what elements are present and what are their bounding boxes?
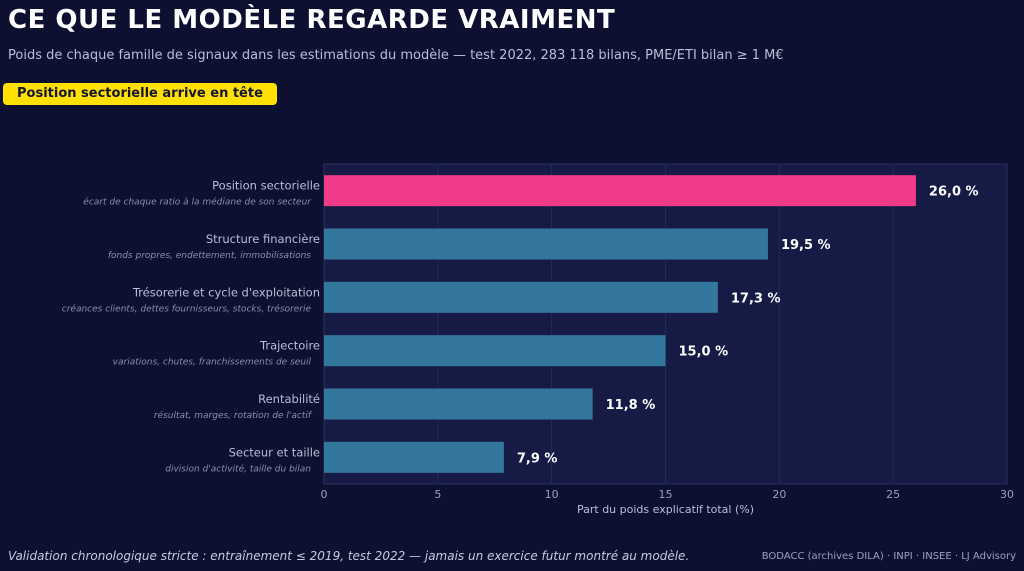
chart-title: CE QUE LE MODÈLE REGARDE VRAIMENT bbox=[8, 5, 616, 35]
data-label: 26,0 % bbox=[929, 185, 979, 200]
bar bbox=[324, 175, 916, 207]
category-label: Secteur et taille bbox=[229, 445, 320, 459]
x-tick-label: 0 bbox=[321, 488, 328, 501]
bar bbox=[324, 388, 593, 420]
category-description: écart de chaque ratio à la médiane de so… bbox=[83, 197, 312, 208]
category-label: Trésorerie et cycle d'exploitation bbox=[132, 285, 320, 299]
methodology-note: Validation chronologique stricte : entra… bbox=[8, 549, 690, 563]
category-description: résultat, marges, rotation de l'actif bbox=[154, 410, 313, 421]
bar bbox=[324, 228, 768, 260]
data-label: 11,8 % bbox=[606, 398, 656, 413]
category-label: Trajectoire bbox=[259, 339, 320, 353]
data-label: 7,9 % bbox=[517, 451, 558, 466]
category-description: variations, chutes, franchissements de s… bbox=[113, 358, 312, 368]
x-tick-label: 30 bbox=[1000, 488, 1014, 501]
data-label: 17,3 % bbox=[731, 291, 781, 306]
x-tick-label: 5 bbox=[434, 488, 441, 501]
data-label: 15,0 % bbox=[679, 345, 729, 360]
source-credit: BODACC (archives DILA) · INPI · INSEE · … bbox=[761, 551, 1016, 562]
category-label: Rentabilité bbox=[258, 392, 320, 406]
category-label: Position sectorielle bbox=[212, 179, 320, 193]
chart-subtitle: Poids de chaque famille de signaux dans … bbox=[8, 48, 784, 63]
x-tick-label: 15 bbox=[659, 488, 673, 501]
bar bbox=[324, 335, 666, 367]
x-tick-label: 20 bbox=[772, 488, 786, 501]
category-description: fonds propres, endettement, immobilisati… bbox=[108, 251, 311, 261]
category-label: Structure financière bbox=[206, 232, 320, 246]
category-description: créances clients, dettes fournisseurs, s… bbox=[62, 303, 312, 314]
x-tick-label: 10 bbox=[545, 488, 559, 501]
bar bbox=[324, 441, 504, 473]
bar bbox=[324, 281, 718, 313]
category-description: division d'activité, taille du bilan bbox=[165, 463, 311, 474]
highlight-badge: Position sectorielle arrive en tête bbox=[3, 83, 277, 105]
x-tick-label: 25 bbox=[886, 488, 900, 501]
x-axis-label: Part du poids explicatif total (%) bbox=[577, 503, 754, 516]
data-label: 19,5 % bbox=[781, 238, 831, 253]
